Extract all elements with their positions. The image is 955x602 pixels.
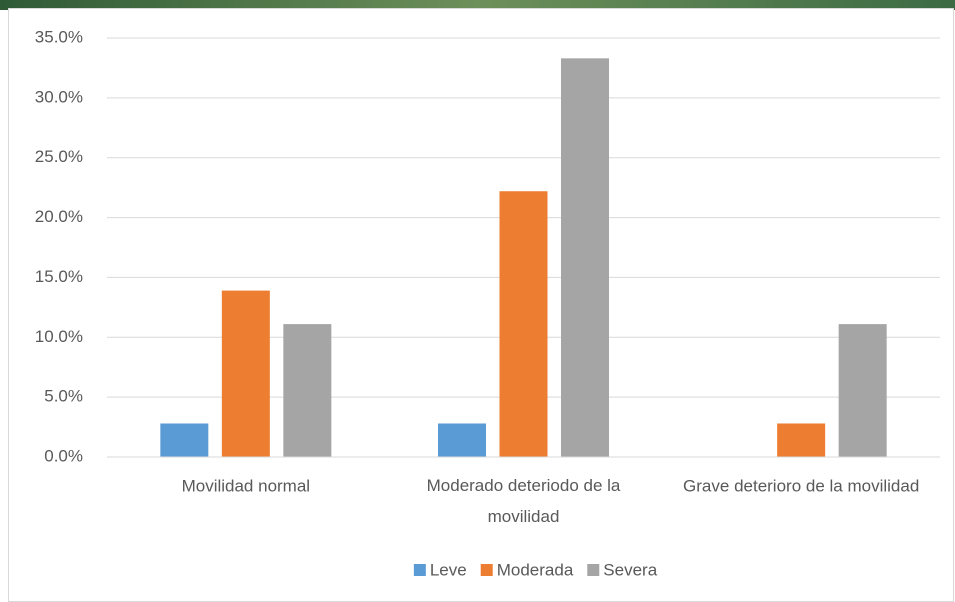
bar — [777, 423, 826, 457]
legend-swatch — [480, 564, 493, 576]
x-tick-label: Grave deterioro de la movilidad — [683, 476, 919, 495]
y-tick-label: 20.0% — [35, 207, 83, 226]
y-tick-label: 30.0% — [35, 87, 83, 106]
chart-frame — [8, 8, 954, 602]
bar — [160, 423, 209, 457]
bar — [438, 423, 486, 457]
x-tick-label: Moderado deteriodo de la movilidad — [427, 476, 621, 526]
y-tick-label: 0.0% — [44, 446, 83, 465]
bar — [499, 191, 548, 457]
y-tick-label: 35.0% — [35, 27, 83, 46]
bar — [838, 324, 887, 457]
y-tick-label: 15.0% — [35, 267, 83, 286]
bar — [561, 58, 609, 457]
bar — [221, 290, 270, 457]
y-tick-label: 25.0% — [35, 147, 83, 166]
y-tick-label: 5.0% — [44, 387, 83, 406]
bar — [283, 324, 332, 457]
header-strip — [0, 0, 955, 10]
legend-label: Leve — [430, 560, 467, 579]
y-tick-label: 10.0% — [35, 327, 83, 346]
legend-swatch — [413, 564, 426, 576]
legend-swatch — [587, 564, 600, 576]
x-tick-label: Movilidad normal — [182, 476, 311, 495]
legend-label: Moderada — [497, 560, 574, 579]
legend-label: Severa — [603, 560, 657, 579]
